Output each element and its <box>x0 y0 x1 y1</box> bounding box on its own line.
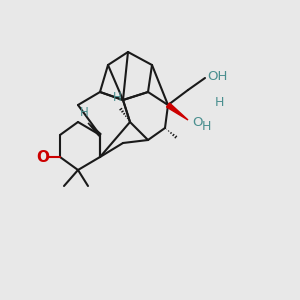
Text: O: O <box>37 149 50 164</box>
Polygon shape <box>88 123 101 136</box>
Text: H: H <box>80 106 88 119</box>
Text: H: H <box>112 91 122 104</box>
Polygon shape <box>167 103 188 120</box>
Text: OH: OH <box>207 70 227 83</box>
Text: O: O <box>192 116 202 128</box>
Text: H: H <box>202 119 211 133</box>
Text: H: H <box>215 97 224 110</box>
